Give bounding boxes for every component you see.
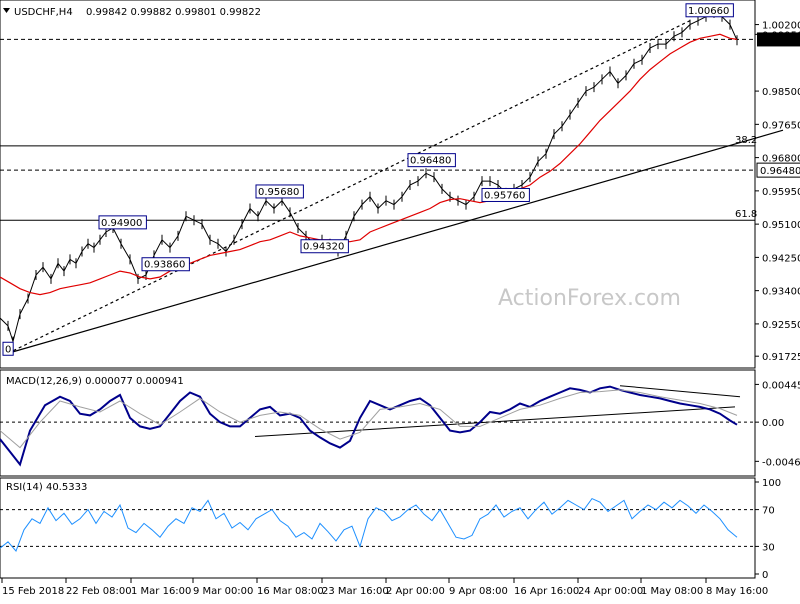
level-label: 61.8 (735, 209, 757, 220)
price-tick-label: 0.92550 (762, 320, 800, 331)
price-annotation-label: 0.94320 (303, 242, 344, 253)
rsi-tick-label: 30 (762, 542, 775, 553)
x-tick-label: 1 Mar 16:00 (131, 586, 191, 597)
price-tick-label: 0.97650 (762, 120, 800, 131)
rsi-panel-header: RSI(14) 40.5333 (6, 482, 87, 493)
macd-trendline (619, 385, 741, 398)
price-tick-label: 0.91725 (762, 352, 800, 363)
current-price-label: 0.99820 (760, 35, 800, 46)
price-annotation-box (98, 215, 147, 230)
price-annotation-label: 0.93860 (144, 260, 185, 271)
x-tick-label: 16 Mar 08:00 (257, 586, 324, 597)
price-annotation-label: 0.96480 (410, 156, 451, 167)
x-tick-label: 16 Apr 16:00 (514, 586, 579, 597)
price-annotation-label: 0.94900 (101, 218, 142, 229)
x-tick-label: 23 Mar 16:00 (322, 586, 389, 597)
price-annotation-label: 0.95680 (258, 187, 299, 198)
price-tick-label: 0.95950 (762, 187, 800, 198)
macd-tick-label: 0.00 (762, 418, 784, 429)
price-series-ma (0, 33, 738, 296)
x-tick-label: 1 May 08:00 (641, 586, 703, 597)
price-panel-ohlc: 0.99842 0.99882 0.99801 0.99822 (86, 7, 261, 18)
rsi-tick-label: 70 (762, 506, 775, 517)
price-tick-label: 0.94250 (762, 253, 800, 264)
price-annotation-box (685, 3, 734, 18)
price-tick-label: 0.96800 (762, 154, 800, 165)
x-tick-label: 15 Feb 2018 (2, 586, 64, 597)
macd-tick-label: -0.004624 (762, 457, 800, 468)
price-panel-header: USDCHF,H4 (14, 7, 73, 18)
price-tick-label: 0.93400 (762, 287, 800, 298)
watermark: ActionForex.com (498, 286, 681, 311)
price-panel-frame (0, 0, 756, 369)
price-annotation-label: 0.95760 (484, 190, 525, 201)
price-series-close (0, 12, 738, 344)
price-annotation-box (300, 239, 349, 254)
price-annotation-label: 1.00660 (688, 6, 729, 17)
dropdown-arrow-icon (3, 8, 10, 13)
price-annotation-box (141, 257, 190, 272)
price-annotation-label: 0 (5, 344, 11, 355)
rsi-tick-label: 0 (762, 570, 768, 581)
trendline (7, 20, 691, 354)
level-price-box (756, 162, 800, 178)
price-tick-label: 0.95100 (762, 220, 800, 231)
x-tick-label: 2 Apr 00:00 (386, 586, 445, 597)
current-price-box (757, 32, 800, 47)
macd-panel-frame (0, 369, 756, 477)
macd-series-macd (0, 385, 738, 467)
rsi-panel-frame (0, 477, 756, 579)
price-annotation-box (255, 184, 304, 199)
x-tick-label: 9 Apr 08:00 (449, 586, 508, 597)
rsi-tick-label: 100 (762, 478, 781, 489)
price-annotation-box (2, 341, 14, 356)
rsi-series-rsi (0, 497, 738, 552)
price-tick-label: 0.98500 (762, 87, 800, 98)
price-tick-label: 1.00200 (762, 21, 800, 32)
x-tick-label: 22 Feb 08:00 (66, 586, 132, 597)
level-price-label: 0.96480 (760, 166, 800, 177)
macd-tick-label: 0.004454 (762, 380, 800, 391)
x-tick-label: 24 Apr 00:00 (578, 586, 643, 597)
price-annotation-box (481, 187, 530, 202)
macd-trendline (254, 406, 736, 438)
price-annotation-box (407, 153, 456, 168)
x-tick-label: 8 May 16:00 (706, 586, 768, 597)
x-tick-label: 9 Mar 00:00 (193, 586, 253, 597)
trendline (7, 129, 784, 354)
macd-panel-header: MACD(12,26,9) 0.000077 0.000941 (6, 376, 184, 387)
macd-series-signal (0, 389, 738, 449)
